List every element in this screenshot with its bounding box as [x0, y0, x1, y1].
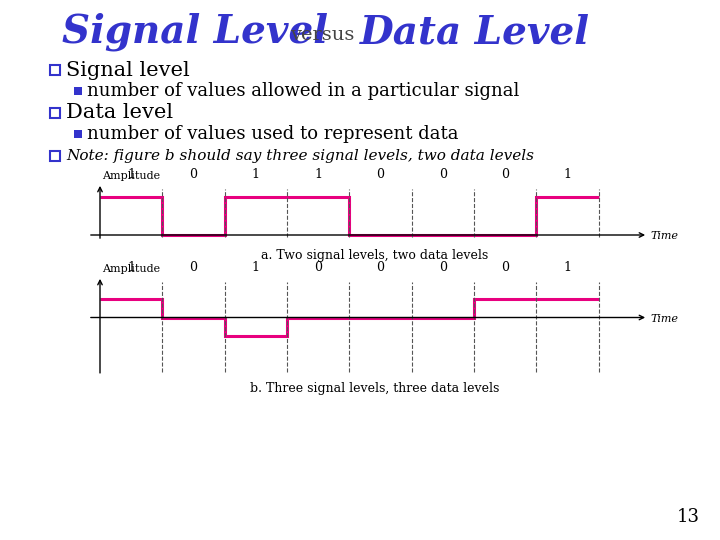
- Text: 13: 13: [677, 508, 700, 526]
- Text: Amplitude: Amplitude: [102, 171, 160, 181]
- Bar: [74, 130, 82, 138]
- Text: 1: 1: [252, 168, 260, 181]
- Text: Signal Level: Signal Level: [62, 13, 328, 51]
- Text: a. Two signal levels, two data levels: a. Two signal levels, two data levels: [261, 249, 489, 262]
- Text: 1: 1: [564, 261, 572, 274]
- Text: number of values used to represent data: number of values used to represent data: [87, 125, 459, 143]
- Text: Data level: Data level: [66, 104, 173, 123]
- Bar: [50, 151, 60, 161]
- Text: Signal level: Signal level: [66, 60, 190, 79]
- Text: 1: 1: [564, 168, 572, 181]
- Text: 0: 0: [439, 168, 447, 181]
- Text: 0: 0: [501, 261, 509, 274]
- Text: 0: 0: [189, 261, 197, 274]
- Text: 1: 1: [127, 261, 135, 274]
- Text: Data Level: Data Level: [360, 13, 590, 51]
- Text: 0: 0: [439, 261, 447, 274]
- Bar: [50, 65, 60, 75]
- Text: Amplitude: Amplitude: [102, 264, 160, 274]
- Text: versus: versus: [290, 26, 354, 44]
- Bar: [50, 108, 60, 118]
- Text: Time: Time: [650, 231, 678, 241]
- Bar: [74, 87, 82, 95]
- Text: 1: 1: [314, 168, 323, 181]
- Text: 0: 0: [377, 168, 384, 181]
- Text: Time: Time: [650, 314, 678, 323]
- Text: number of values allowed in a particular signal: number of values allowed in a particular…: [87, 82, 519, 100]
- Text: 1: 1: [127, 168, 135, 181]
- Text: Note: figure b should say three signal levels, two data levels: Note: figure b should say three signal l…: [66, 149, 534, 163]
- Text: 0: 0: [501, 168, 509, 181]
- Text: 0: 0: [314, 261, 323, 274]
- Text: b. Three signal levels, three data levels: b. Three signal levels, three data level…: [251, 382, 500, 395]
- Text: 1: 1: [252, 261, 260, 274]
- Text: 0: 0: [377, 261, 384, 274]
- Text: 0: 0: [189, 168, 197, 181]
